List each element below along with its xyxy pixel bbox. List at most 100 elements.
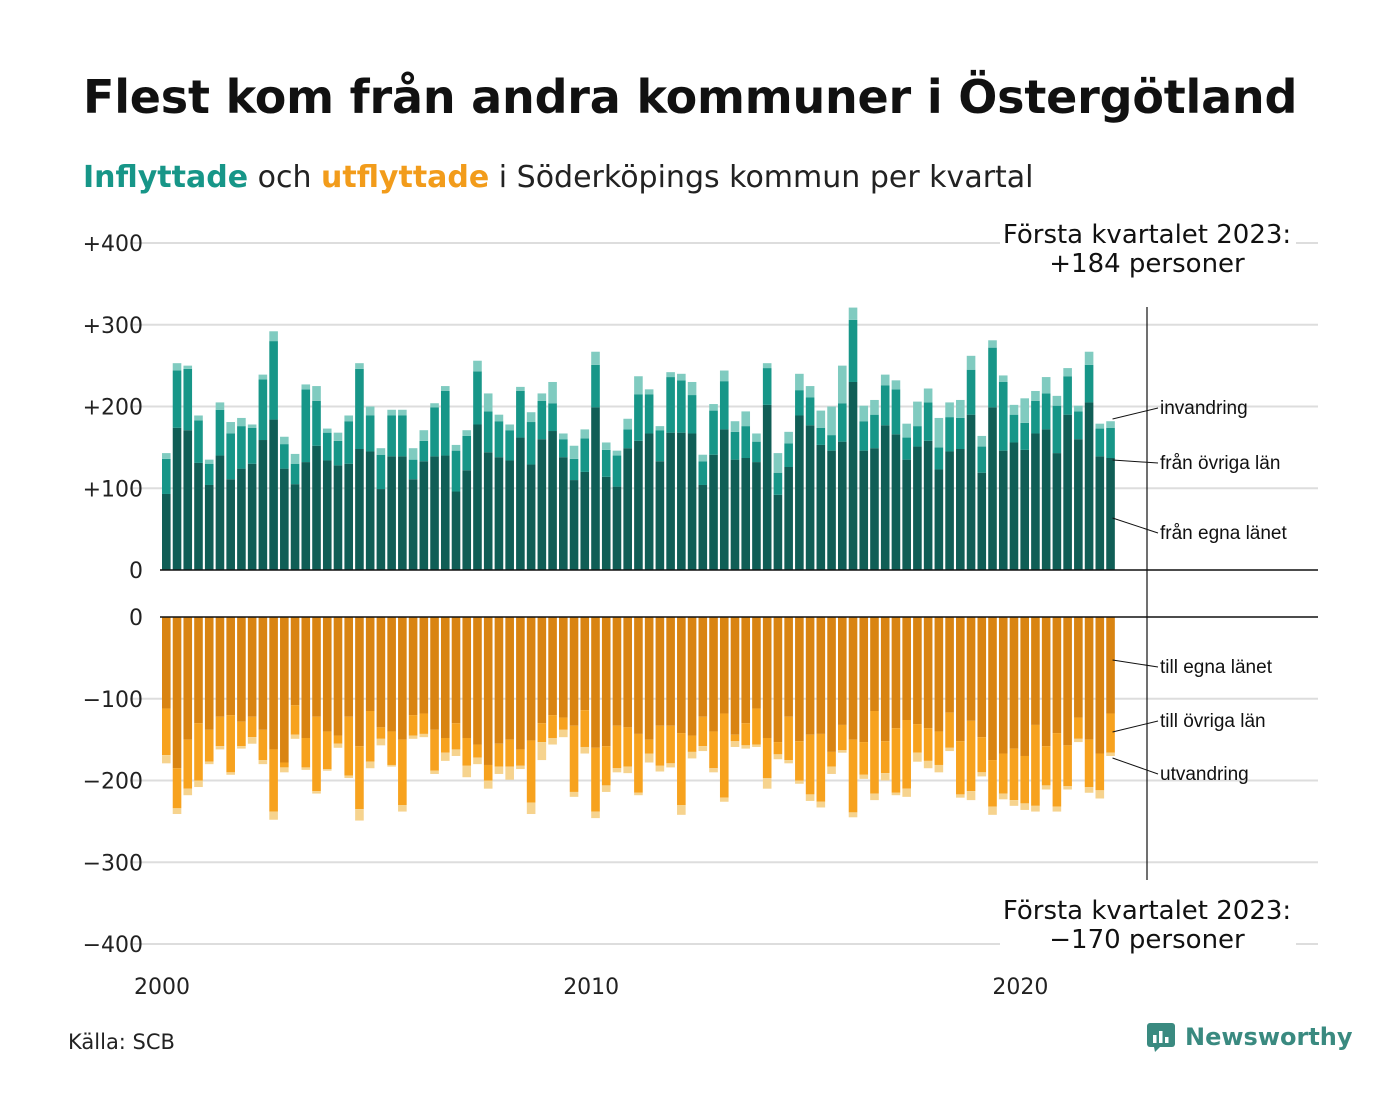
bar-segment-out	[494, 743, 504, 767]
bar-segment-in	[247, 424, 257, 428]
bar-segment-in	[945, 417, 954, 452]
bar-segment-out	[204, 729, 214, 762]
bar-segment-in	[355, 449, 364, 570]
bar-segment-in	[301, 462, 311, 570]
bar-segment-in	[290, 463, 300, 485]
bar-segment-in	[752, 462, 761, 570]
bar-segment-in	[719, 429, 729, 570]
bar-segment-out	[956, 794, 965, 798]
bar-segment-in	[204, 459, 214, 464]
newsworthy-logo-icon	[1147, 1023, 1175, 1052]
bar-segment-out	[194, 780, 203, 788]
bar-segment-out	[569, 725, 579, 792]
bar-segment-in	[526, 412, 536, 423]
bar-segment-in	[1052, 405, 1062, 454]
series-label: utvandring	[1160, 764, 1249, 785]
bar-segment-in	[795, 373, 804, 391]
bar-segment-out	[805, 734, 815, 795]
bar-segment-out	[505, 739, 514, 767]
bar-segment-in	[1084, 402, 1094, 570]
bar-segment-out	[312, 716, 321, 792]
bar-segment-out	[333, 617, 343, 736]
bar-segment-in	[440, 386, 450, 391]
chart-title: Flest kom från andra kommuner i Östergöt…	[83, 70, 1298, 124]
bar-segment-in	[666, 377, 675, 433]
bar-segment-in	[559, 433, 568, 440]
bar-segment-out	[1020, 617, 1029, 756]
subtitle-middle: och	[248, 160, 321, 195]
bar-segment-in	[569, 445, 579, 459]
bar-segment-out	[376, 727, 386, 739]
bar-segment-out	[237, 746, 246, 749]
bar-segment-out	[376, 617, 386, 728]
bar-segment-in	[677, 373, 686, 381]
bar-segment-in	[473, 360, 482, 372]
bar-segment-out	[859, 742, 869, 775]
bar-segment-out	[1074, 717, 1083, 739]
bar-segment-in	[473, 371, 482, 425]
annotation-line1: Första kvartalet 2023:	[1003, 896, 1291, 926]
bar-segment-out	[1041, 785, 1051, 790]
bar-segment-out	[730, 617, 740, 735]
bar-segment-out	[655, 765, 665, 772]
bar-segment-out	[891, 792, 901, 796]
bar-segment-out	[644, 617, 654, 740]
bar-segment-in	[451, 444, 461, 451]
bar-segment-out	[333, 743, 343, 748]
bar-segment-out	[430, 770, 439, 774]
bar-segment-out	[1009, 748, 1019, 801]
bar-segment-in	[355, 363, 364, 369]
bar-segment-in	[172, 427, 182, 570]
bar-segment-in	[762, 404, 772, 570]
bar-segment-out	[419, 617, 429, 714]
bar-segment-out	[945, 747, 954, 752]
bar-segment-out	[162, 617, 171, 709]
bar-segment-out	[301, 737, 311, 768]
bar-segment-in	[462, 470, 472, 570]
bar-segment-out	[741, 723, 751, 746]
bar-segment-in	[247, 427, 257, 464]
bar-segment-in	[956, 417, 965, 449]
bar-segment-out	[762, 778, 772, 789]
bar-segment-in	[1084, 351, 1094, 365]
bar-segment-in	[333, 432, 343, 441]
series-label: till övriga län	[1160, 711, 1266, 732]
bar-segment-in	[312, 445, 321, 570]
bar-segment-in	[322, 428, 332, 433]
bar-segment-out	[494, 766, 504, 774]
bar-segment-in	[623, 429, 632, 449]
bar-segment-out	[752, 744, 761, 747]
bar-segment-out	[162, 708, 171, 756]
bar-segment-in	[666, 432, 675, 570]
bar-segment-in	[1084, 364, 1094, 403]
bar-segment-out	[355, 809, 364, 821]
bar-segment-out	[591, 617, 600, 748]
bar-segment-out	[816, 617, 826, 734]
bar-segment-in	[880, 374, 890, 386]
bar-segment-out	[934, 617, 944, 732]
bar-segment-in	[698, 461, 708, 485]
bar-segment-out	[741, 617, 751, 724]
bar-segment-in	[365, 451, 375, 570]
bar-segment-in	[998, 450, 1008, 570]
bar-segment-in	[269, 341, 278, 420]
bar-segment-out	[634, 617, 643, 734]
bar-segment-out	[269, 811, 278, 820]
bar-segment-out	[956, 741, 965, 795]
bar-segment-in	[226, 422, 235, 434]
bar-segment-in	[398, 409, 407, 416]
bar-segment-out	[805, 794, 815, 801]
bar-segment-out	[848, 739, 858, 813]
bar-segment-out	[752, 708, 761, 745]
bar-segment-out	[569, 617, 579, 726]
bar-segment-out	[312, 791, 321, 794]
bar-segment-out	[526, 740, 536, 803]
bar-segment-in	[516, 390, 525, 438]
bar-segment-in	[537, 393, 547, 401]
series-label-leader	[1112, 459, 1159, 464]
bar-segment-out	[612, 768, 622, 773]
bar-segment-in	[215, 402, 225, 410]
bar-segment-in	[945, 402, 954, 418]
bar-segment-in	[634, 394, 643, 441]
bar-segment-out	[719, 617, 729, 714]
